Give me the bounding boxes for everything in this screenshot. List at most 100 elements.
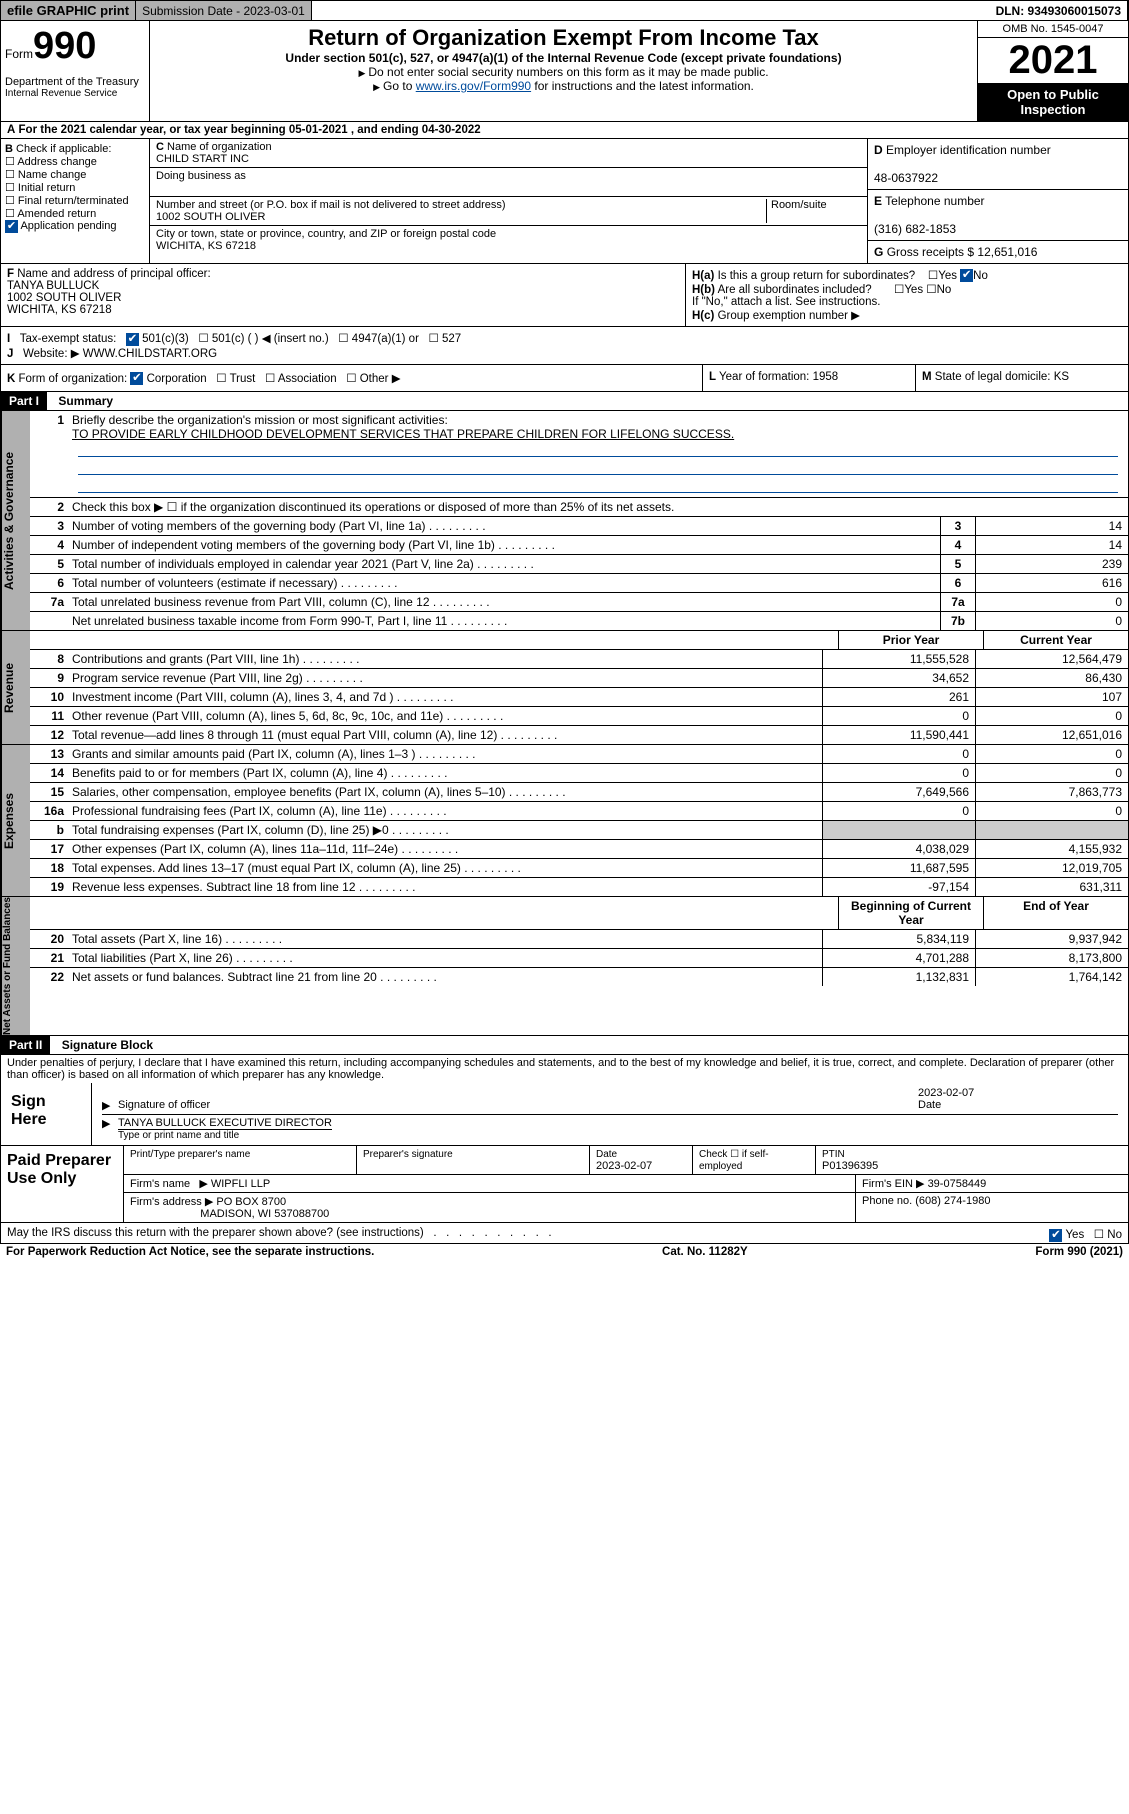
ein-label: Employer identification number bbox=[886, 143, 1051, 157]
data-row: 10Investment income (Part VIII, column (… bbox=[30, 688, 1128, 707]
j-label: Website: bbox=[23, 348, 68, 360]
firm-phone-label: Phone no. bbox=[862, 1195, 912, 1207]
gross-val: 12,651,016 bbox=[977, 245, 1037, 259]
curr-year-hdr: Current Year bbox=[983, 631, 1128, 649]
hc-label: Group exemption number bbox=[718, 310, 848, 322]
officer-addr2: WICHITA, KS 67218 bbox=[7, 304, 112, 316]
chk-name[interactable]: ☐ Name change bbox=[5, 169, 86, 181]
preparer-title: Paid Preparer Use Only bbox=[1, 1146, 124, 1222]
paperwork-notice: For Paperwork Reduction Act Notice, see … bbox=[6, 1246, 374, 1258]
section-fh: F Name and address of principal officer:… bbox=[0, 264, 1129, 327]
chk-address[interactable]: ☐ Address change bbox=[5, 156, 97, 168]
note-goto-post: for instructions and the latest informat… bbox=[531, 79, 754, 93]
part1-title: Summary bbox=[50, 392, 121, 410]
topbar: efile GRAPHIC print Submission Date - 20… bbox=[0, 0, 1129, 21]
revenue-section: Revenue Prior Year Current Year 8Contrib… bbox=[0, 631, 1129, 745]
ptin: P01396395 bbox=[822, 1160, 878, 1172]
section-ij: I Tax-exempt status: ✔ 501(c)(3) ☐ 501(c… bbox=[0, 327, 1129, 364]
gov-row: 5Total number of individuals employed in… bbox=[30, 555, 1128, 574]
part2-title: Signature Block bbox=[54, 1036, 161, 1054]
rev-label: Revenue bbox=[1, 631, 30, 744]
data-row: 22Net assets or fund balances. Subtract … bbox=[30, 968, 1128, 986]
prep-sig-label: Preparer's signature bbox=[363, 1149, 453, 1160]
q1: Briefly describe the organization's miss… bbox=[72, 413, 448, 427]
officer-sig-name: TANYA BULLUCK EXECUTIVE DIRECTOR bbox=[118, 1117, 332, 1129]
officer-name-label: Type or print name and title bbox=[118, 1129, 332, 1141]
mission: TO PROVIDE EARLY CHILDHOOD DEVELOPMENT S… bbox=[72, 427, 734, 441]
sig-date-label: Date bbox=[918, 1099, 1118, 1112]
gov-row: 7aTotal unrelated business revenue from … bbox=[30, 593, 1128, 612]
discuss-row: May the IRS discuss this return with the… bbox=[0, 1223, 1129, 1244]
tax-year-line: A For the 2021 calendar year, or tax yea… bbox=[0, 122, 1129, 139]
ein: 48-0637922 bbox=[874, 171, 938, 185]
form-ref: Form 990 (2021) bbox=[1035, 1246, 1123, 1258]
sig-officer-label: Signature of officer bbox=[118, 1099, 918, 1112]
chk-final[interactable]: ☐ Final return/terminated bbox=[5, 195, 129, 207]
chk-initial[interactable]: ☐ Initial return bbox=[5, 182, 75, 194]
org-name: CHILD START INC bbox=[156, 153, 249, 165]
irs-label: Internal Revenue Service bbox=[5, 88, 145, 99]
data-row: 13Grants and similar amounts paid (Part … bbox=[30, 745, 1128, 764]
b-label: Check if applicable: bbox=[16, 143, 111, 155]
page-footer: For Paperwork Reduction Act Notice, see … bbox=[0, 1244, 1129, 1260]
year-formation: 1958 bbox=[813, 371, 839, 383]
chk-amended[interactable]: ☐ Amended return bbox=[5, 208, 96, 220]
data-row: 20Total assets (Part X, line 16)5,834,11… bbox=[30, 930, 1128, 949]
gov-row: 4Number of independent voting members of… bbox=[30, 536, 1128, 555]
note-goto-pre: Go to bbox=[373, 79, 416, 93]
section-bcde: B Check if applicable: ☐ Address change … bbox=[0, 139, 1129, 264]
public-inspection: Open to Public Inspection bbox=[978, 83, 1128, 121]
m-label: State of legal domicile: bbox=[935, 371, 1051, 383]
preparer-block: Paid Preparer Use Only Print/Type prepar… bbox=[0, 1146, 1129, 1223]
data-row: 19Revenue less expenses. Subtract line 1… bbox=[30, 878, 1128, 896]
form-subtitle: Under section 501(c), 527, or 4947(a)(1)… bbox=[160, 51, 967, 65]
gov-row: 6Total number of volunteers (estimate if… bbox=[30, 574, 1128, 593]
gov-row: 3Number of voting members of the governi… bbox=[30, 517, 1128, 536]
data-row: bTotal fundraising expenses (Part IX, co… bbox=[30, 821, 1128, 840]
instructions-link[interactable]: www.irs.gov/Form990 bbox=[416, 79, 531, 93]
data-row: 14Benefits paid to or for members (Part … bbox=[30, 764, 1128, 783]
penalty-text: Under penalties of perjury, I declare th… bbox=[0, 1055, 1129, 1083]
gov-label: Activities & Governance bbox=[1, 411, 30, 630]
firm-phone: (608) 274-1980 bbox=[915, 1195, 990, 1207]
chk-pending[interactable]: ✔ Application pending bbox=[5, 220, 116, 232]
efile-button[interactable]: efile GRAPHIC print bbox=[1, 1, 136, 20]
dept-treasury: Department of the Treasury bbox=[5, 68, 145, 88]
data-row: 17Other expenses (Part IX, column (A), l… bbox=[30, 840, 1128, 859]
room-label: Room/suite bbox=[766, 199, 861, 223]
firm-ein: 39-0758449 bbox=[928, 1178, 987, 1190]
firm-addr1: PO BOX 8700 bbox=[216, 1196, 286, 1208]
form-word: Form bbox=[5, 47, 33, 61]
hb-note: If "No," attach a list. See instructions… bbox=[692, 296, 880, 308]
data-row: 11Other revenue (Part VIII, column (A), … bbox=[30, 707, 1128, 726]
q2: Check this box ▶ ☐ if the organization d… bbox=[68, 498, 1128, 516]
c-name-label: Name of organization bbox=[167, 141, 272, 153]
i-label: Tax-exempt status: bbox=[20, 333, 117, 345]
submission-date: Submission Date - 2023-03-01 bbox=[136, 1, 312, 20]
section-klm: K Form of organization: ✔ Corporation ☐ … bbox=[0, 365, 1129, 392]
state-domicile: KS bbox=[1054, 371, 1069, 383]
data-row: 12Total revenue—add lines 8 through 11 (… bbox=[30, 726, 1128, 744]
part1-header: Part I bbox=[1, 392, 47, 410]
gov-row: Net unrelated business taxable income fr… bbox=[30, 612, 1128, 630]
form-number: 990 bbox=[33, 25, 96, 67]
ha-label: Is this a group return for subordinates? bbox=[718, 270, 916, 282]
end-year-hdr: End of Year bbox=[983, 897, 1128, 929]
l-label: Year of formation: bbox=[719, 371, 809, 383]
data-row: 16aProfessional fundraising fees (Part I… bbox=[30, 802, 1128, 821]
hb-label: Are all subordinates included? bbox=[718, 284, 872, 296]
firm-name: WIPFLI LLP bbox=[211, 1178, 270, 1190]
city: WICHITA, KS 67218 bbox=[156, 240, 256, 252]
dba-label: Doing business as bbox=[150, 168, 867, 197]
city-label: City or town, state or province, country… bbox=[156, 228, 496, 240]
gross-label: Gross receipts $ bbox=[887, 245, 974, 259]
note-ssn: Do not enter social security numbers on … bbox=[160, 65, 967, 79]
netassets-section: Net Assets or Fund Balances Beginning of… bbox=[0, 897, 1129, 1036]
beg-year-hdr: Beginning of Current Year bbox=[838, 897, 983, 929]
na-label: Net Assets or Fund Balances bbox=[1, 897, 30, 1035]
tax-year: 2021 bbox=[978, 38, 1128, 83]
website: WWW.CHILDSTART.ORG bbox=[83, 348, 217, 360]
exp-label: Expenses bbox=[1, 745, 30, 896]
phone: (316) 682-1853 bbox=[874, 222, 956, 236]
governance-section: Activities & Governance 1 Briefly descri… bbox=[0, 411, 1129, 631]
